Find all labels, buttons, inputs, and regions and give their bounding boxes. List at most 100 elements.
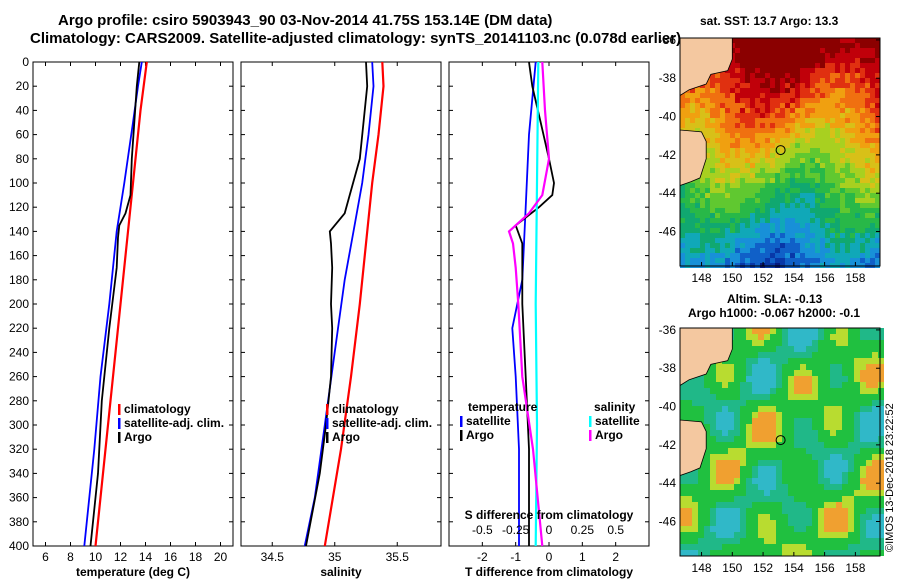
- legend-temp-0-swatch: [118, 404, 121, 415]
- sla-map-title-line2: Argo h1000: -0.067 h2000: -0.1: [688, 306, 861, 320]
- ytick-label-220: 220: [9, 321, 29, 335]
- legend-diff-t-sat-swatch: [460, 416, 463, 427]
- legend-diff-t-argo-label: Argo: [466, 428, 494, 442]
- sst-map-frame: [679, 37, 881, 267]
- ytick-label-60: 60: [16, 128, 30, 142]
- sla-ytick-label: -36: [659, 323, 677, 337]
- xtick-label-temp: 6: [42, 550, 49, 564]
- legend-temp-2-label: Argo: [124, 430, 152, 444]
- legend-diff-s-sat-label: satellite: [595, 414, 640, 428]
- legend-temp-2-swatch: [118, 432, 121, 443]
- sst-ytick-label: -44: [659, 186, 677, 200]
- sla-xtick-label: 150: [722, 561, 742, 575]
- sst-map: [679, 37, 881, 268]
- series-line-diff-2: [534, 61, 540, 547]
- legend-sal-2-swatch: [326, 432, 329, 443]
- legend-diff-s-sat-swatch: [589, 416, 592, 427]
- legend-temp-1-label: satellite-adj. clim.: [124, 416, 224, 430]
- xtick-label-diff: -1: [510, 550, 521, 564]
- sst-ytick-label: -40: [659, 110, 677, 124]
- legend-diff-temp-title: temperature: [468, 400, 538, 414]
- sst-ytick-label: -42: [659, 148, 677, 162]
- legend-diff-t-argo-swatch: [460, 430, 463, 441]
- ytick-label-160: 160: [9, 249, 29, 263]
- ytick-label-120: 120: [9, 200, 29, 214]
- series-line-temp-0: [94, 61, 148, 547]
- legend-diff-t-sat-label: satellite: [466, 414, 511, 428]
- sst-ytick-label: -38: [659, 71, 677, 85]
- xtick-label-temp: 20: [214, 550, 228, 564]
- ytick-label-240: 240: [9, 345, 29, 359]
- xtick-label-temp: 10: [89, 550, 103, 564]
- ytick-label-380: 380: [9, 515, 29, 529]
- xtick-label-temp: 18: [189, 550, 203, 564]
- xtick-label-diff: 2: [612, 550, 619, 564]
- xtick-label-diff: 1: [579, 550, 586, 564]
- x2tick-label: -0.25: [502, 523, 530, 537]
- ytick-label-340: 340: [9, 466, 29, 480]
- legend-diff-s-argo-swatch: [589, 430, 592, 441]
- x2tick-label: 0: [546, 523, 553, 537]
- figure-title-line1: Argo profile: csiro 5903943_90 03-Nov-20…: [58, 12, 553, 29]
- sla-land-mainland: [679, 327, 733, 387]
- sla-map: [679, 327, 884, 557]
- series-line-sal-0: [323, 61, 385, 547]
- xtick-label-sal: 34.5: [261, 550, 285, 564]
- legend-sal-0-label: climatology: [332, 402, 399, 416]
- figure-title-line2: Climatology: CARS2009. Satellite-adjuste…: [30, 30, 682, 47]
- ytick-label-360: 360: [9, 491, 29, 505]
- series-line-diff-3: [507, 61, 551, 547]
- sst-land-mainland: [679, 37, 733, 97]
- xtick-label-temp: 8: [67, 550, 74, 564]
- ytick-label-20: 20: [16, 79, 30, 93]
- sla-xtick-label: 154: [784, 561, 804, 575]
- sla-land-tasmania: [679, 419, 707, 477]
- xlabel-diff: T difference from climatology: [465, 565, 633, 579]
- sst-xtick-label: 152: [753, 271, 773, 285]
- legend-diff-sal-title: salinity: [594, 400, 636, 414]
- series-line-temp-2: [89, 61, 141, 547]
- ytick-label-80: 80: [16, 152, 30, 166]
- sla-xtick-label: 152: [753, 561, 773, 575]
- sst-xtick-label: 148: [692, 271, 712, 285]
- xtick-label-temp: 14: [139, 550, 153, 564]
- legend-sal-2-label: Argo: [332, 430, 360, 444]
- xlabel-sal: salinity: [320, 565, 362, 579]
- sla-ytick-label: -46: [659, 515, 677, 529]
- sla-map-frame: [679, 327, 881, 557]
- sla-ytick-label: -42: [659, 438, 677, 452]
- legend-sal-1-swatch: [326, 418, 329, 429]
- sla-ytick-label: -38: [659, 361, 677, 375]
- sla-ytick-label: -44: [659, 476, 677, 490]
- x2tick-label: -0.5: [472, 523, 493, 537]
- sst-ytick-label: -36: [659, 33, 677, 47]
- x2label: S difference from climatology: [465, 508, 634, 522]
- ytick-label-300: 300: [9, 418, 29, 432]
- sst-xtick-label: 158: [845, 271, 865, 285]
- sst-xtick-label: 154: [784, 271, 804, 285]
- sla-map-title-line1: Altim. SLA: -0.13: [727, 292, 823, 306]
- ytick-label-0: 0: [22, 55, 29, 69]
- xtick-label-temp: 16: [164, 550, 178, 564]
- ytick-label-200: 200: [9, 297, 29, 311]
- sla-argo-marker: [775, 435, 786, 446]
- sst-map-title: sat. SST: 13.7 Argo: 13.3: [700, 14, 839, 28]
- sst-land-tasmania: [679, 129, 707, 187]
- sla-ytick-label: -40: [659, 400, 677, 414]
- ytick-label-280: 280: [9, 394, 29, 408]
- legend-sal-0-swatch: [326, 404, 329, 415]
- xtick-label-diff: -2: [477, 550, 488, 564]
- xtick-label-sal: 35: [328, 550, 342, 564]
- ytick-label-320: 320: [9, 442, 29, 456]
- xtick-label-sal: 35.5: [386, 550, 410, 564]
- legend-temp-0-label: climatology: [124, 402, 191, 416]
- legend-diff-s-argo-label: Argo: [595, 428, 623, 442]
- sst-ytick-label: -46: [659, 225, 677, 239]
- sla-xtick-label: 148: [692, 561, 712, 575]
- series-line-diff-1: [514, 61, 555, 546]
- ytick-label-180: 180: [9, 273, 29, 287]
- xtick-label-diff: 0: [546, 550, 553, 564]
- ytick-label-140: 140: [9, 224, 29, 238]
- plot-frame-diff: [448, 61, 650, 547]
